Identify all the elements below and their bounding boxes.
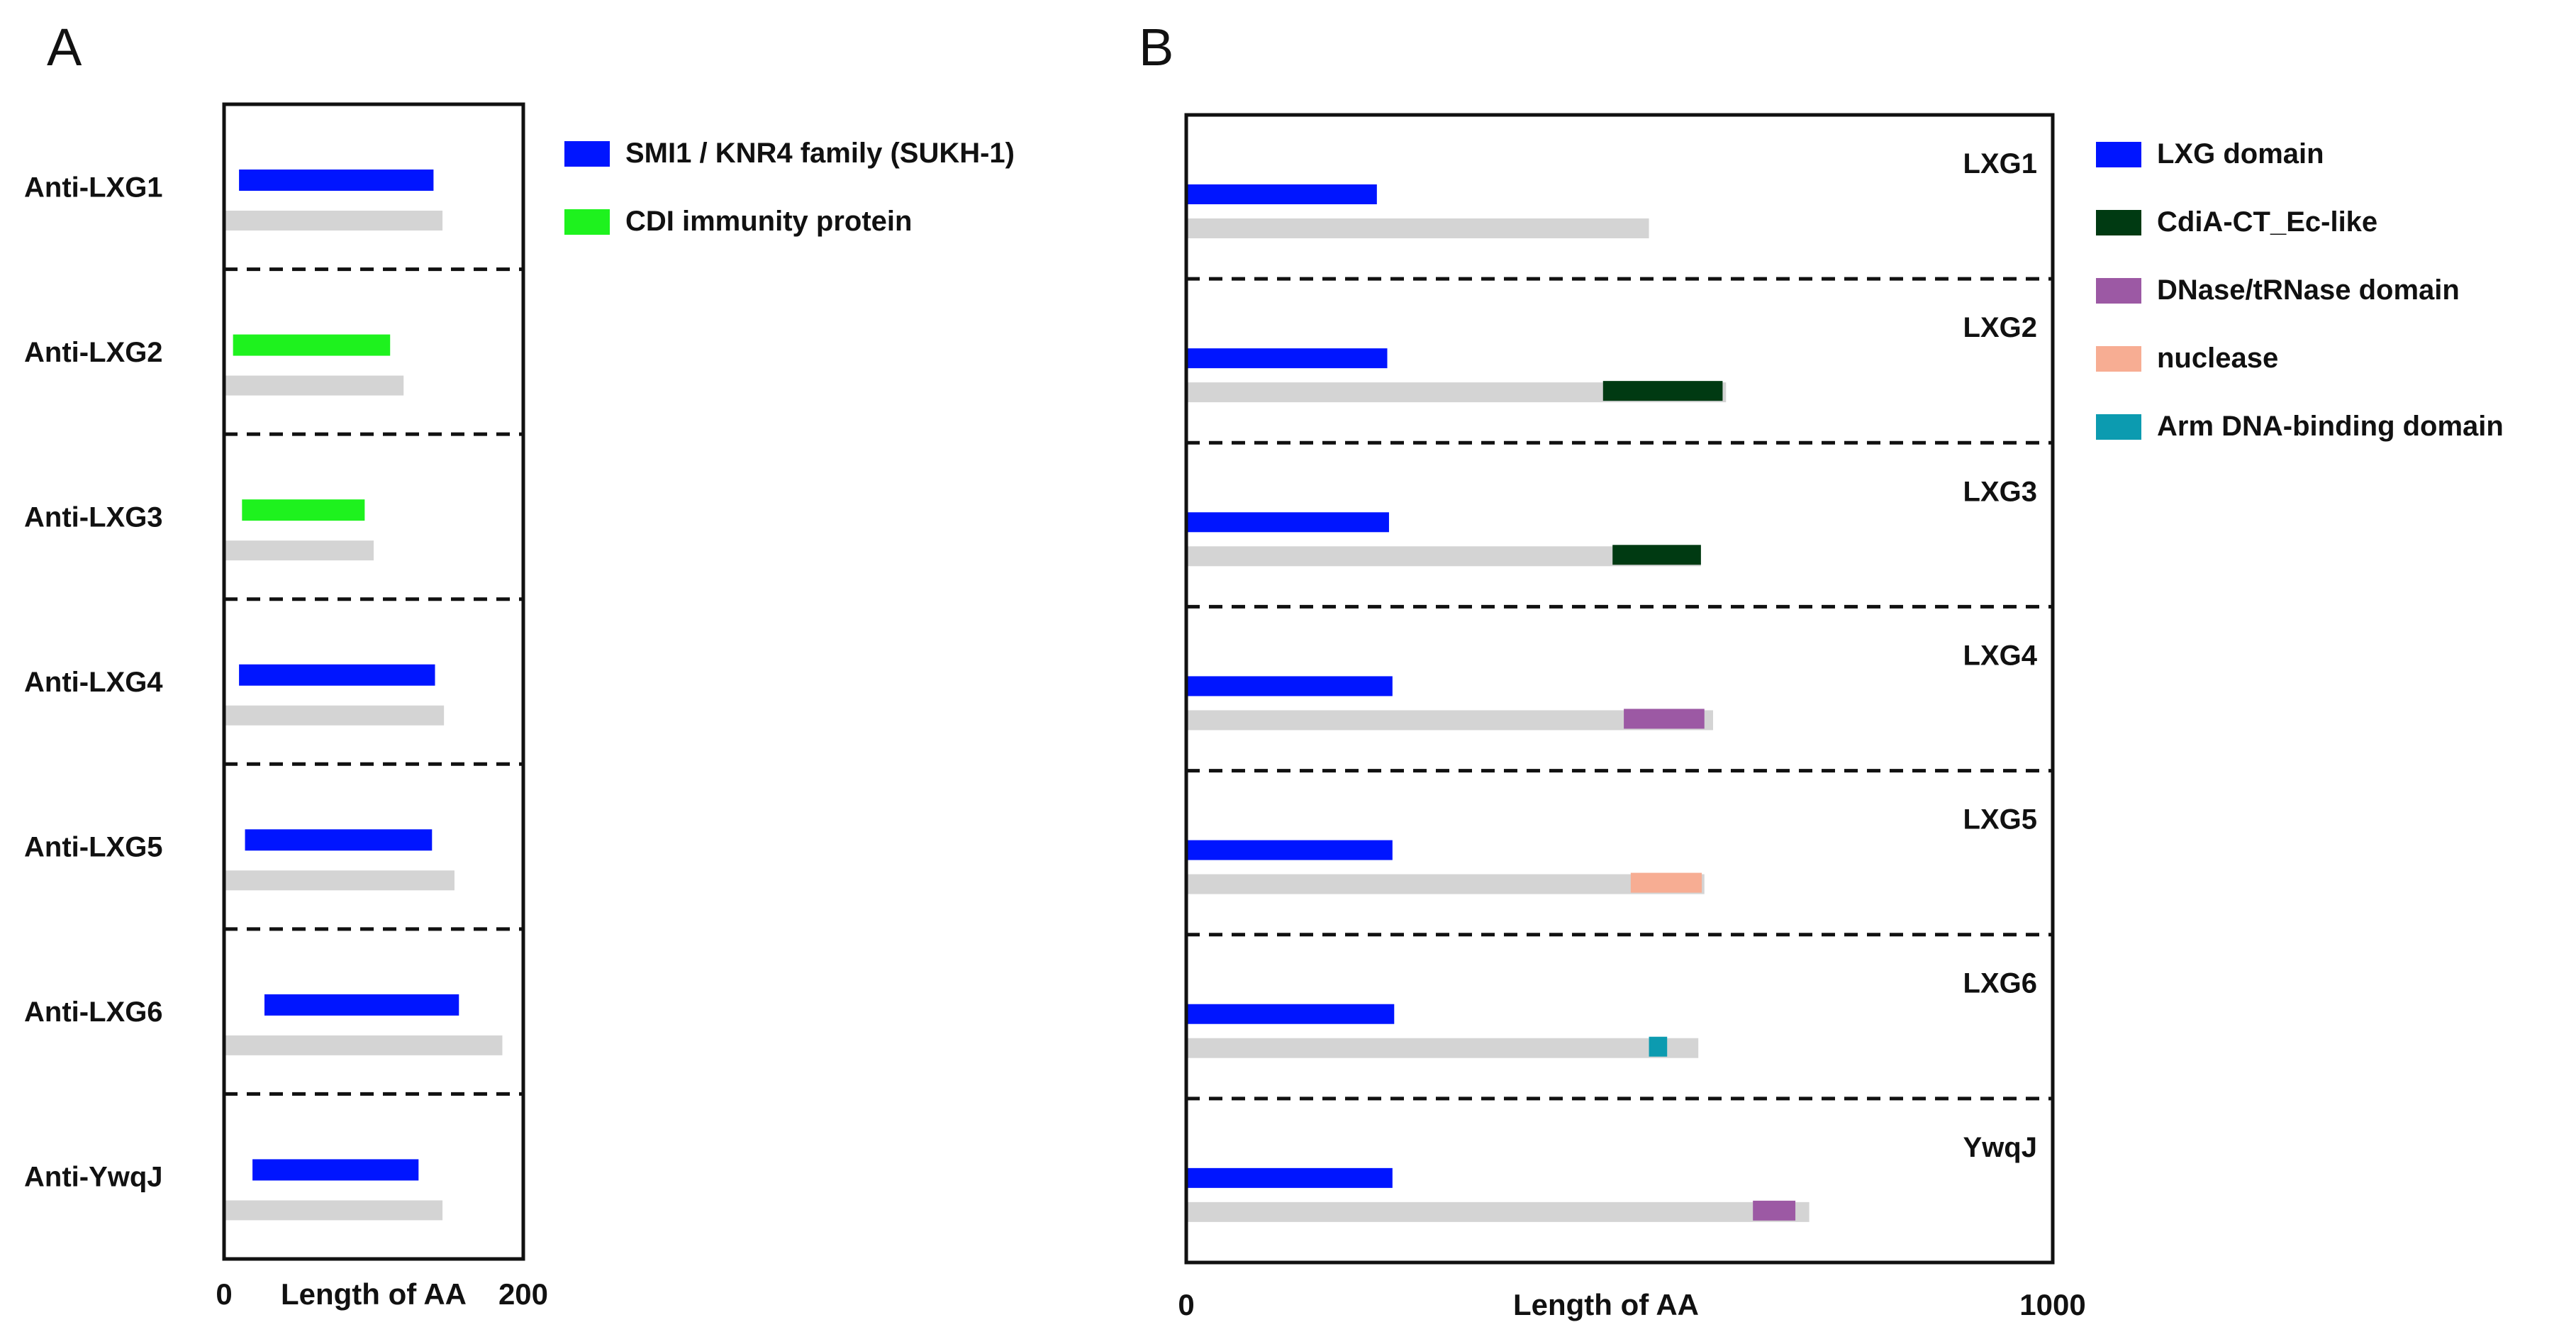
row-label: LXG4 (1963, 640, 2038, 671)
legend-label: Arm DNA-binding domain (2157, 411, 2504, 442)
domain-bar (1186, 1167, 1393, 1188)
row-label: Anti-LXG2 (24, 337, 163, 368)
legend-swatch (2096, 210, 2141, 235)
domain-bar (239, 170, 434, 191)
full-length-bar (224, 1035, 503, 1055)
legend-swatch (564, 141, 610, 167)
row-label: LXG3 (1963, 476, 2037, 507)
row-label: LXG2 (1963, 312, 2037, 343)
legend-label: SMI1 / KNR4 family (SUKH-1) (625, 138, 1015, 169)
row-label: LXG6 (1963, 968, 2037, 999)
domain-bar (1186, 512, 1389, 533)
full-length-bar (224, 375, 404, 396)
row-label: LXG1 (1963, 148, 2037, 179)
row-label: Anti-LXG3 (24, 501, 163, 533)
legend-swatch (564, 209, 610, 235)
domain-bar (1624, 709, 1705, 729)
full-length-bar (1186, 1038, 1699, 1058)
full-length-bar (224, 1200, 443, 1221)
panel-label-a: A (47, 18, 82, 77)
plot-frame (222, 102, 525, 1261)
domain-bar (1753, 1200, 1796, 1221)
domain-bar (252, 1159, 419, 1181)
legend-label: DNase/tRNase domain (2157, 274, 2460, 306)
x-tick-label-max: 1000 (2019, 1288, 2085, 1321)
domain-bar (1186, 1004, 1395, 1024)
full-length-bar (224, 211, 443, 231)
x-axis-label: Length of AA (281, 1277, 467, 1311)
legend-label: CdiA-CT_Ec-like (2157, 206, 2377, 238)
legend-swatch (2096, 346, 2141, 372)
domain-bar (264, 994, 459, 1016)
row-label: Anti-LXG1 (24, 172, 163, 203)
domain-bar (245, 829, 433, 851)
panel-a-chart: Anti-LXG1 Anti-LXG2 Anti-LXG3 Anti-LXG4 Anti… (24, 102, 1015, 1311)
legend-label: LXG domain (2157, 138, 2324, 170)
full-length-bar (224, 705, 445, 726)
plot-frame (1184, 113, 2055, 1265)
full-length-bar (224, 870, 455, 891)
x-tick-label-max: 200 (498, 1277, 548, 1311)
full-length-bar (224, 540, 374, 561)
domain-bar (233, 334, 391, 356)
domain-bar (1612, 545, 1701, 565)
domain-bar (1649, 1036, 1668, 1057)
domain-bar (1602, 381, 1723, 401)
full-length-bar (1186, 1201, 1810, 1222)
legend-swatch (2096, 142, 2141, 167)
full-length-bar (1186, 218, 1649, 238)
legend-swatch (2096, 278, 2141, 304)
domain-bar (1186, 840, 1393, 860)
row-label: YwqJ (1963, 1132, 2037, 1163)
x-tick-label-min: 0 (1178, 1288, 1194, 1321)
domain-bar (242, 499, 365, 521)
full-length-bar (1186, 874, 1705, 894)
row-label: Anti-YwqJ (24, 1162, 163, 1193)
domain-bar (239, 664, 435, 686)
domain-bar (1186, 676, 1393, 696)
x-axis-label: Length of AA (1513, 1288, 1699, 1321)
domain-bar (1630, 872, 1702, 893)
legend-label: CDI immunity protein (625, 206, 912, 237)
row-label: Anti-LXG4 (24, 667, 163, 698)
row-label: Anti-LXG6 (24, 997, 163, 1028)
x-tick-label-min: 0 (216, 1277, 232, 1311)
legend-swatch (2096, 414, 2141, 440)
domain-bar (1186, 184, 1377, 204)
panel-b-chart: LXG1 LXG2 LXG3 LXG4 LXG5 LXG6 YwqJ 0 1000 Length … (1178, 113, 2504, 1321)
row-label: LXG5 (1963, 804, 2037, 836)
panel-label-b: B (1139, 18, 1173, 77)
legend-label: nuclease (2157, 343, 2278, 374)
domain-bar (1186, 348, 1388, 369)
row-label: Anti-LXG5 (24, 832, 163, 863)
